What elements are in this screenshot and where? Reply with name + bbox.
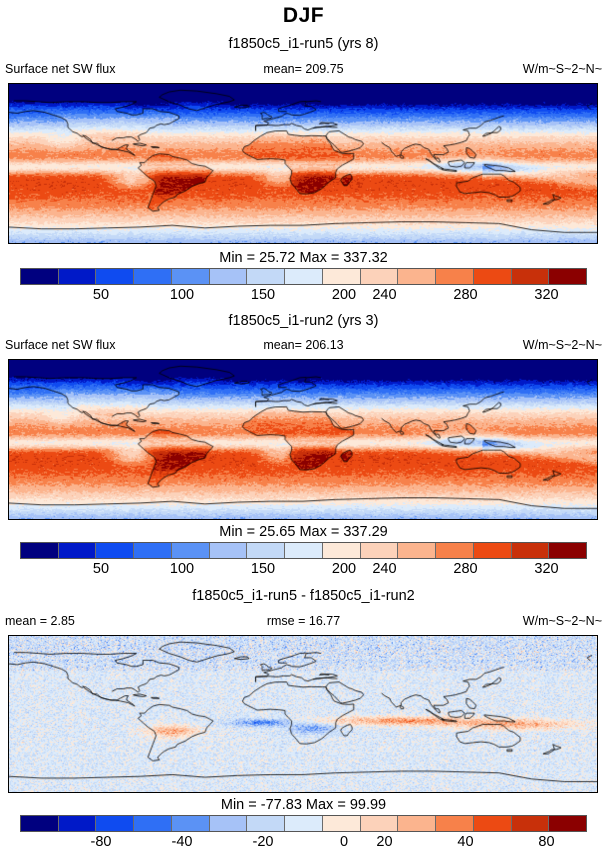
colorbar-segment [473,816,512,831]
colorbar-segment [58,543,97,558]
colorbar-segment [171,816,210,831]
colorbar-segment [209,269,248,284]
colorbar-segment [21,543,59,558]
colorbar-segment [473,543,512,558]
colorbar-segment [134,816,172,831]
colorbar-segment [21,269,59,284]
colorbar-segment [171,543,210,558]
colorbar-segment [58,816,97,831]
colorbar-segment [247,269,286,284]
panel-mean-annotation-run2: mean= 206.13 [263,338,344,352]
colorbar-segment [285,269,323,284]
colorbar-segment [247,543,286,558]
colorbar-segment [360,816,399,831]
colorbar-tick-label: 280 [453,287,478,303]
colorbar-tick-label: 240 [372,561,397,577]
colorbar-segment [473,269,512,284]
colorbar-segment [96,543,135,558]
panel-mean-annotation-run5: mean= 209.75 [263,62,344,76]
colorbar-segment [511,543,550,558]
colorbar-tick-label: 100 [169,287,195,303]
colorbar-tick-label: 320 [534,561,559,577]
colorbar-segment [58,269,97,284]
map-run2[interactable] [8,359,598,520]
colorbar-tick-label: -80 [90,834,112,850]
colorbar-segment [549,269,587,284]
colorbar-segment [398,816,437,831]
map-run5[interactable] [8,83,598,244]
colorbar-segment [549,816,587,831]
colorbar-ticks-run5: 50 100 150 200 240 280 320 [20,287,587,307]
panel-mean-annotation-diff: mean = 2.85 [5,614,75,628]
colorbar-segment [436,543,474,558]
colorbar-segment [398,269,437,284]
colorbar-segment [247,816,286,831]
colorbar-tick-label: 40 [457,834,474,850]
panel-units-annotation-run2: W/m~S~2~N~ [522,338,602,352]
colorbar-run5[interactable] [20,268,587,285]
colorbar-run2[interactable] [20,542,587,559]
colorbar-tick-label: 200 [331,287,357,303]
panel-title-diff: f1850c5_i1-run5 - f1850c5_i1-run2 [192,588,415,604]
colorbar-tick-label: 50 [92,287,110,303]
colorbar-segment [322,816,361,831]
colorbar-segment [511,269,550,284]
colorbar-segment [322,543,361,558]
figure-title: DJF [282,4,325,27]
colorbar-tick-label: 0 [339,834,349,850]
colorbar-segment [285,543,323,558]
colorbar-segment [21,816,59,831]
colorbar-segment [285,816,323,831]
colorbar-tick-label: 100 [169,561,195,577]
colorbar-tick-label: 280 [453,561,478,577]
colorbar-segment [398,543,437,558]
colorbar-segment [96,816,135,831]
colorbar-tick-label: 80 [538,834,555,850]
panel-units-annotation-run5: W/m~S~2~N~ [522,62,602,76]
minmax-run2: Min = 25.65 Max = 337.29 [219,524,388,540]
colorbar-ticks-diff: -80 -40 -20 0 20 40 80 [20,834,587,854]
colorbar-tick-label: 200 [331,561,357,577]
panel-left-annotation-run5: Surface net SW flux [5,62,116,76]
colorbar-tick-label: 240 [372,287,397,303]
panel-left-annotation-run2: Surface net SW flux [5,338,116,352]
colorbar-segment [436,816,474,831]
colorbar-segment [436,269,474,284]
colorbar-segment [171,269,210,284]
colorbar-segment [134,543,172,558]
colorbar-tick-label: 150 [250,561,276,577]
colorbar-tick-label: 320 [534,287,559,303]
map-canvas-run5 [9,84,597,243]
colorbar-segment [511,816,550,831]
colorbar-tick-label: 50 [92,561,110,577]
panel-units-annotation-diff: W/m~S~2~N~ [522,614,602,628]
colorbar-tick-label: -20 [252,834,274,850]
colorbar-segment [209,816,248,831]
colorbar-segment [134,269,172,284]
colorbar-ticks-run2: 50 100 150 200 240 280 320 [20,561,587,581]
colorbar-segment [360,543,399,558]
colorbar-segment [322,269,361,284]
minmax-run5: Min = 25.72 Max = 337.32 [219,250,388,266]
colorbar-tick-label: 20 [376,834,393,850]
panel-title-run2: f1850c5_i1-run2 (yrs 3) [228,313,379,329]
panel-rmse-annotation-diff: rmse = 16.77 [266,614,341,628]
colorbar-segment [209,543,248,558]
map-diff[interactable] [8,635,598,793]
colorbar-segment [360,269,399,284]
colorbar-tick-label: 150 [250,287,276,303]
colorbar-segment [549,543,587,558]
colorbar-segment [96,269,135,284]
map-canvas-run2 [9,360,597,519]
map-canvas-diff [9,636,597,792]
panel-title-run5: f1850c5_i1-run5 (yrs 8) [228,36,379,52]
colorbar-diff[interactable] [20,815,587,832]
colorbar-tick-label: -40 [171,834,193,850]
minmax-diff: Min = -77.83 Max = 99.99 [220,797,387,813]
